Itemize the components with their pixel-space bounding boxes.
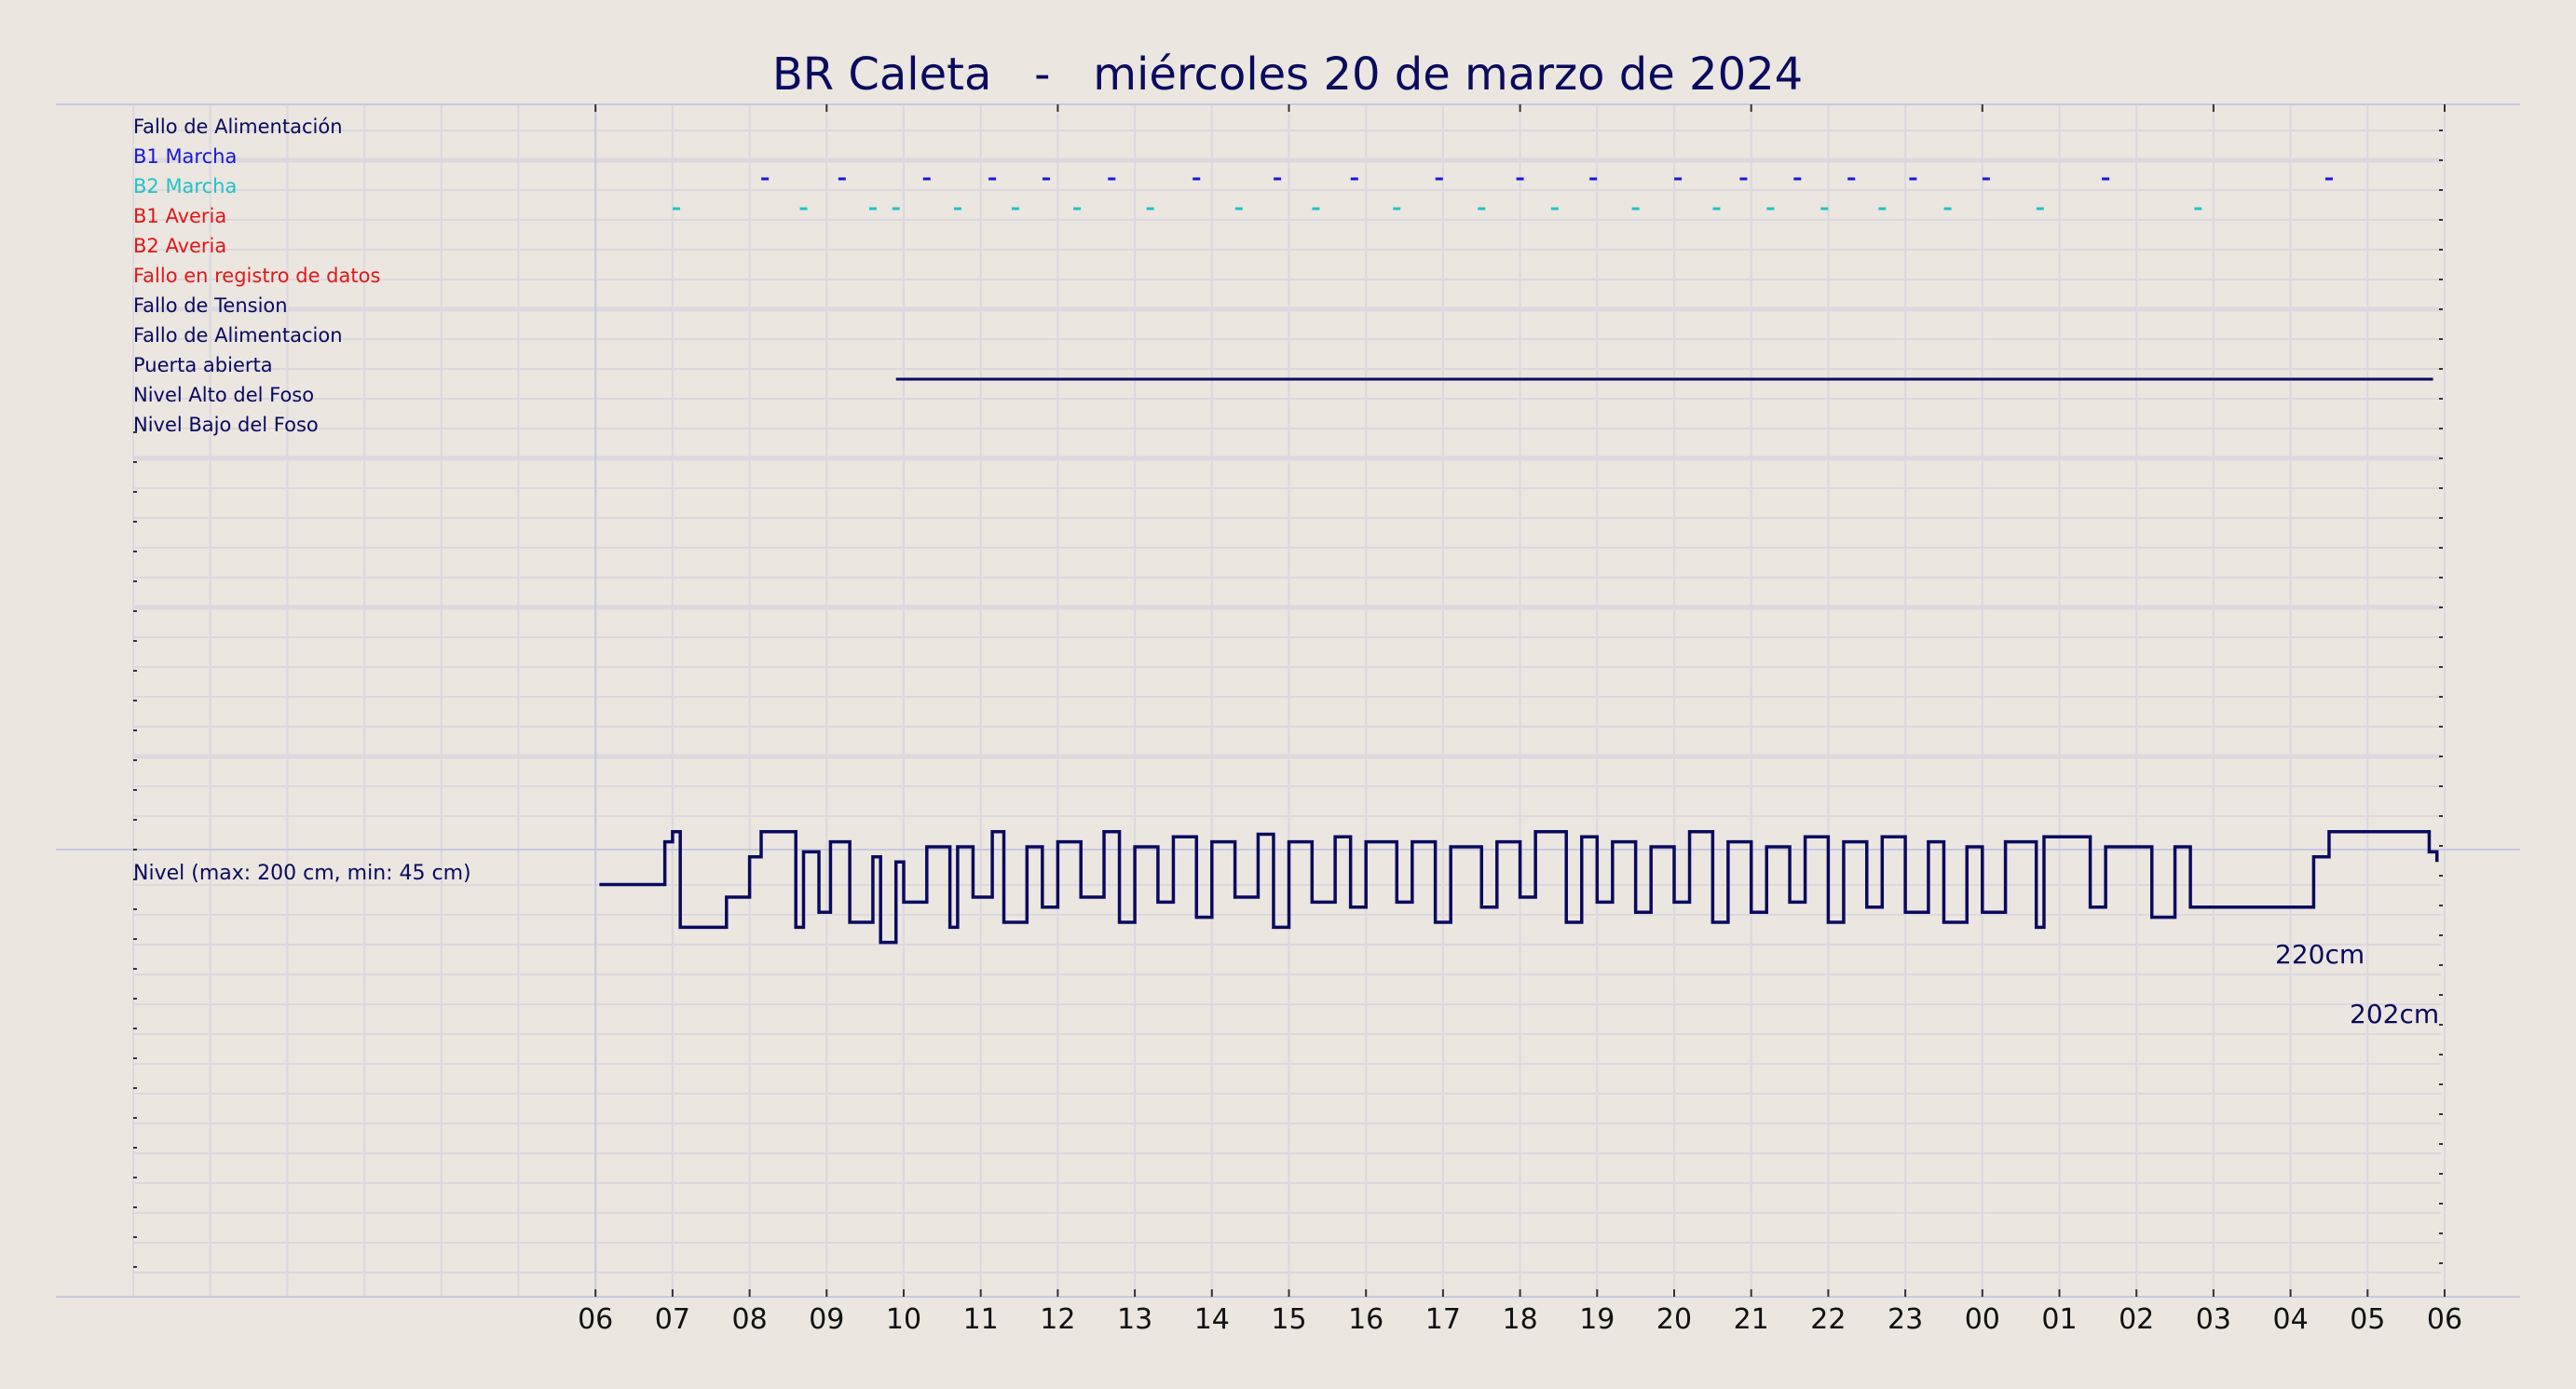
x-tick-label: 10	[886, 1303, 921, 1336]
x-tick-label: 18	[1503, 1303, 1538, 1336]
annotation-202cm: 202cm	[2350, 999, 2439, 1029]
level-series-line	[599, 830, 2439, 945]
signal-panel: Fallo de Alimentación B1 Marcha B2 Marcha B…	[133, 116, 2433, 436]
x-tick-label: 20	[1656, 1303, 1692, 1336]
x-tick-label: 12	[1040, 1303, 1075, 1336]
signal-label: Nivel Bajo del Foso	[133, 414, 319, 436]
x-axis: 06 07 08 09 10 11 12 13 14 15 16 17 18 19 20 21 22 23 00 01…	[578, 1289, 2462, 1336]
signal-label: Fallo en registro de datos	[133, 265, 380, 287]
signal-label: Fallo de Alimentación	[133, 116, 343, 138]
x-tick-label: 00	[1965, 1303, 2000, 1336]
x-tick-label: 03	[2196, 1303, 2231, 1336]
signal-label: Fallo de Tension	[133, 294, 288, 317]
signal-label: Puerta abierta	[133, 354, 273, 376]
x-tick-label: 21	[1734, 1303, 1769, 1336]
x-tick-label: 16	[1348, 1303, 1383, 1336]
x-tick-label: 08	[732, 1303, 768, 1336]
x-tick-label: 17	[1425, 1303, 1461, 1336]
signal-label: B1 Averia	[133, 205, 226, 227]
x-tick-label: 11	[963, 1303, 999, 1336]
x-tick-label: 07	[655, 1303, 690, 1336]
level-panel: Nivel (max: 200 cm, min: 45 cm) 220cm 20…	[133, 830, 2439, 1029]
signal-label: Nivel Alto del Foso	[133, 384, 314, 406]
x-tick-label: 05	[2350, 1303, 2385, 1336]
annotation-220cm: 220cm	[2275, 939, 2365, 970]
x-tick-label: 02	[2119, 1303, 2154, 1336]
chart-title: BR Caleta - miércoles 20 de marzo de 202…	[772, 48, 1803, 101]
signal-label: B1 Marcha	[133, 145, 237, 168]
signal-label: B2 Marcha	[133, 175, 237, 197]
signal-label: Fallo de Alimentacion	[133, 324, 343, 347]
x-tick-label: 01	[2041, 1303, 2077, 1336]
x-tick-label: 06	[578, 1303, 613, 1336]
x-tick-label: 22	[1810, 1303, 1846, 1336]
x-tick-label: 14	[1194, 1303, 1230, 1336]
x-tick-label: 23	[1888, 1303, 1923, 1336]
x-tick-label: 06	[2427, 1303, 2462, 1336]
x-tick-label: 13	[1117, 1303, 1152, 1336]
x-tick-label: 15	[1271, 1303, 1306, 1336]
level-panel-label: Nivel (max: 200 cm, min: 45 cm)	[133, 862, 471, 885]
signal-label: B2 Averia	[133, 235, 226, 257]
x-tick-label: 04	[2273, 1303, 2309, 1336]
x-tick-label: 09	[809, 1303, 844, 1336]
grid-lines	[132, 104, 2446, 1297]
x-tick-label: 19	[1579, 1303, 1615, 1336]
